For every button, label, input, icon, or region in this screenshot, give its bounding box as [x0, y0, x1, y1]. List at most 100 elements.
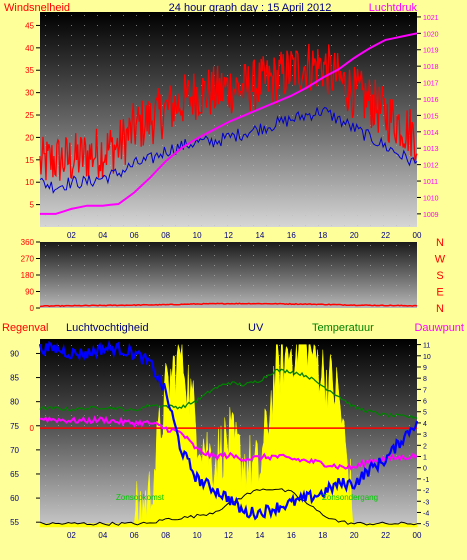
- direction-tick-label: 360: [21, 238, 35, 247]
- wind-speed-label: Windsnelheid: [4, 2, 70, 14]
- temperature-tick-label: 0: [423, 466, 427, 473]
- compass-label: N: [436, 237, 444, 249]
- direction-tick-label: 270: [21, 255, 35, 264]
- temperature-tick-label: 10: [423, 354, 431, 361]
- solar-line: [39, 488, 418, 526]
- compass-label: N: [436, 303, 444, 315]
- pressure-tick-label: 1019: [423, 48, 439, 55]
- wind-time-tick-label: 16: [287, 231, 296, 240]
- humidity-tick-label: 80: [10, 398, 19, 407]
- sunrise-annotation: Zonsopkomst: [116, 493, 165, 502]
- wind-direction-grid: [40, 242, 417, 308]
- wind-speed-axis: 5 10 15 20 25 30 35 40 45: [25, 21, 40, 210]
- uv-label: UV: [248, 322, 264, 334]
- humidity-tick-label: 60: [10, 494, 19, 503]
- temperature-tick-label: -2: [423, 488, 429, 495]
- humidity-time-tick-label: 22: [381, 531, 390, 540]
- pressure-tick-label: 1009: [423, 212, 439, 219]
- wind-time-tick-label: 10: [193, 231, 202, 240]
- pressure-label: Luchtdruk: [369, 2, 418, 14]
- humidity-tick-label: 55: [10, 518, 19, 527]
- pressure-tick-label: 1010: [423, 195, 439, 202]
- humidity-time-tick-label: 20: [350, 531, 359, 540]
- temperature-tick-label: 6: [423, 399, 427, 406]
- wind-time-tick-label: 00: [413, 231, 422, 240]
- rain-label: Regenval: [2, 322, 48, 334]
- wind-speed-tick-label: 45: [25, 21, 34, 30]
- humidity-time-tick-label: 14: [255, 531, 264, 540]
- wind-pressure-series: [39, 32, 418, 215]
- pressure-tick-label: 1020: [423, 31, 439, 38]
- humidity-line: [38, 339, 419, 521]
- pressure-tick-label: 1012: [423, 163, 439, 170]
- temperature-label: Temperatuur: [312, 322, 374, 334]
- temperature-tick-label: 7: [423, 387, 427, 394]
- compass-label: W: [435, 254, 446, 266]
- dewpoint-label: Dauwpunt: [414, 322, 464, 334]
- sunset-annotation: Zonsondergang: [322, 493, 378, 502]
- wind-time-tick-label: 02: [67, 231, 76, 240]
- wind-direction-series: [39, 302, 418, 308]
- humidity-time-tick-label: 04: [98, 531, 107, 540]
- dewpoint-line: [39, 415, 418, 471]
- temperature-tick-label: 5: [423, 410, 427, 417]
- wind-time-tick-label: 22: [381, 231, 390, 240]
- wind-speed-tick-label: 35: [25, 66, 34, 75]
- direction-axis: 0 90 180 270 360: [21, 238, 40, 313]
- pressure-tick-label: 1016: [423, 97, 439, 104]
- temperature-axis: -5 -4 -3 -2 -1 0 1 2 3 4 5 6 7 8 9 10 11: [417, 343, 431, 529]
- humidity-tick-label: 90: [10, 349, 19, 358]
- temperature-tick-label: 2: [423, 443, 427, 450]
- pressure-tick-label: 1013: [423, 146, 439, 153]
- temperature-line: [39, 368, 418, 420]
- direction-tick-label: 0: [30, 304, 35, 313]
- humidity-time-axis: 02 04 06 08 10 12 14 16 18 20 22 00: [67, 531, 422, 540]
- wind-speed-tick-label: 5: [30, 201, 35, 210]
- humidity-temperature-series: [38, 339, 419, 526]
- humidity-tick-label: 70: [10, 446, 19, 455]
- temperature-tick-label: -4: [423, 510, 429, 517]
- pressure-tick-label: 1018: [423, 64, 439, 71]
- humidity-time-tick-label: 10: [193, 531, 202, 540]
- temperature-tick-label: 11: [423, 343, 430, 350]
- wind-gust-line: [39, 43, 418, 181]
- wind-speed-tick-label: 25: [25, 111, 34, 120]
- direction-tick-label: 90: [25, 288, 34, 297]
- pressure-tick-label: 1017: [423, 81, 439, 88]
- temperature-tick-label: -5: [423, 522, 429, 529]
- temperature-tick-label: 4: [423, 421, 427, 428]
- humidity-time-tick-label: 16: [287, 531, 296, 540]
- compass-label: E: [436, 287, 443, 299]
- humidity-time-tick-label: 06: [130, 531, 139, 540]
- pressure-tick-label: 1021: [423, 15, 439, 22]
- pressure-line: [40, 32, 418, 215]
- wind-speed-tick-label: 20: [25, 133, 34, 142]
- pressure-tick-label: 1015: [423, 113, 439, 120]
- pressure-axis: 1009 1010 1011 1012 1013 1014 1015 1016 1017 1018…: [417, 15, 439, 219]
- humidity-time-tick-label: 08: [161, 531, 170, 540]
- humidity-time-tick-label: 18: [318, 531, 327, 540]
- wind-direction-line: [39, 302, 418, 308]
- wind-time-tick-label: 14: [255, 231, 264, 240]
- wind-speed-tick-label: 30: [25, 89, 34, 98]
- wind-speed-tick-label: 10: [25, 178, 34, 187]
- humidity-tick-label: 65: [10, 470, 19, 479]
- humidity-tick-label: 85: [10, 374, 19, 383]
- wind-time-tick-label: 18: [318, 231, 327, 240]
- compass-label: S: [436, 270, 443, 282]
- humidity-axis: 55 60 65 70 75 80 85 90 0: [10, 349, 40, 527]
- wind-time-tick-label: 04: [98, 231, 107, 240]
- humidity-tick-label: 75: [10, 422, 19, 431]
- temperature-tick-label: 3: [423, 432, 427, 439]
- temperature-tick-label: 9: [423, 365, 427, 372]
- page-title: 24 hour graph day : 15 April 2012: [169, 2, 332, 14]
- wind-time-tick-label: 20: [350, 231, 359, 240]
- rain-tick-label: 0: [30, 424, 35, 433]
- wind-speed-tick-label: 15: [25, 156, 34, 165]
